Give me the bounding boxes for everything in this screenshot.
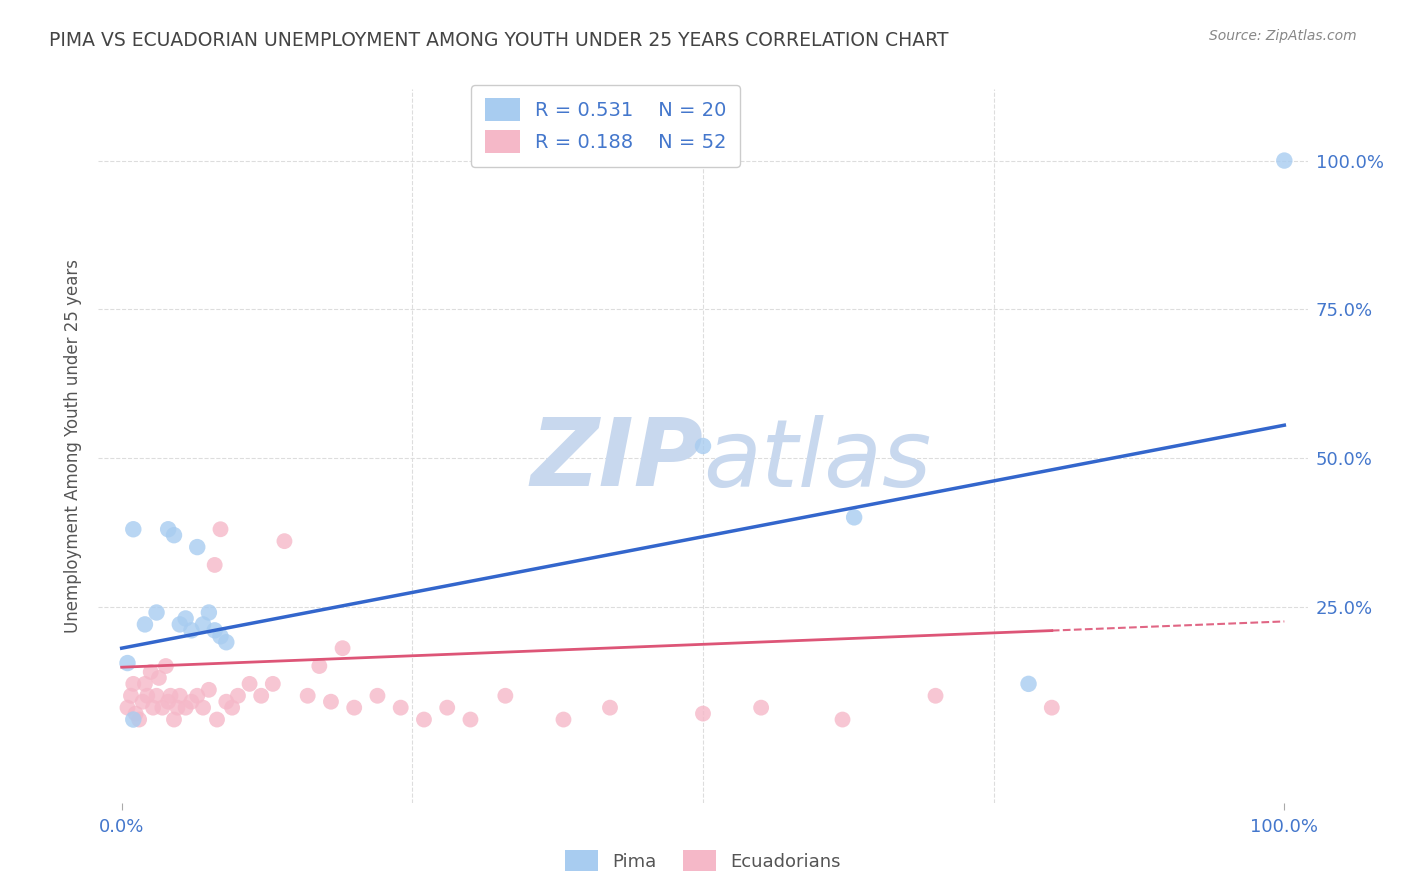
Point <box>124 706 146 721</box>
Point <box>139 665 162 679</box>
Point <box>150 700 173 714</box>
Point <box>205 713 228 727</box>
Point <box>389 700 412 714</box>
Point <box>120 689 142 703</box>
Point <box>273 534 295 549</box>
Point <box>215 695 238 709</box>
Point <box>159 689 181 703</box>
Point <box>117 656 139 670</box>
Point <box>692 706 714 721</box>
Point <box>157 522 180 536</box>
Point <box>844 510 866 524</box>
Point <box>136 689 159 703</box>
Point <box>191 700 214 714</box>
Legend: Pima, Ecuadorians: Pima, Ecuadorians <box>558 843 848 879</box>
Point <box>128 713 150 727</box>
Point <box>131 695 153 709</box>
Point <box>460 713 482 727</box>
Point <box>1040 700 1063 714</box>
Point <box>831 713 853 727</box>
Point <box>186 540 208 554</box>
Point <box>174 700 197 714</box>
Point <box>366 689 388 703</box>
Point <box>163 713 186 727</box>
Point <box>209 522 232 536</box>
Point <box>692 439 714 453</box>
Point <box>262 677 284 691</box>
Point <box>198 682 221 697</box>
Point <box>117 700 139 714</box>
Point <box>145 606 167 620</box>
Point <box>169 689 191 703</box>
Point <box>169 617 191 632</box>
Point <box>145 689 167 703</box>
Point <box>163 528 186 542</box>
Point <box>157 695 180 709</box>
Point <box>155 659 177 673</box>
Point <box>209 629 232 643</box>
Point <box>332 641 354 656</box>
Point <box>191 617 214 632</box>
Point <box>226 689 249 703</box>
Text: atlas: atlas <box>703 415 931 506</box>
Point <box>221 700 243 714</box>
Point <box>122 677 145 691</box>
Point <box>122 713 145 727</box>
Point <box>204 558 226 572</box>
Point <box>134 677 156 691</box>
Point <box>1018 677 1040 691</box>
Point <box>180 695 202 709</box>
Point <box>924 689 946 703</box>
Point <box>436 700 458 714</box>
Point <box>180 624 202 638</box>
Legend: R = 0.531    N = 20, R = 0.188    N = 52: R = 0.531 N = 20, R = 0.188 N = 52 <box>471 85 740 167</box>
Y-axis label: Unemployment Among Youth under 25 years: Unemployment Among Youth under 25 years <box>63 259 82 633</box>
Point <box>166 700 188 714</box>
Point <box>215 635 238 649</box>
Point <box>308 659 330 673</box>
Text: ZIP: ZIP <box>530 414 703 507</box>
Point <box>148 671 170 685</box>
Point <box>343 700 366 714</box>
Point <box>319 695 342 709</box>
Point <box>494 689 516 703</box>
Text: PIMA VS ECUADORIAN UNEMPLOYMENT AMONG YOUTH UNDER 25 YEARS CORRELATION CHART: PIMA VS ECUADORIAN UNEMPLOYMENT AMONG YO… <box>49 31 949 50</box>
Point <box>297 689 319 703</box>
Point <box>749 700 772 714</box>
Point <box>174 611 197 625</box>
Point <box>142 700 165 714</box>
Point <box>204 624 226 638</box>
Point <box>413 713 436 727</box>
Point <box>239 677 262 691</box>
Point <box>198 606 221 620</box>
Point <box>134 617 156 632</box>
Point <box>553 713 575 727</box>
Point <box>599 700 621 714</box>
Point <box>122 522 145 536</box>
Point <box>186 689 208 703</box>
Point <box>250 689 273 703</box>
Point <box>1272 153 1295 168</box>
Text: Source: ZipAtlas.com: Source: ZipAtlas.com <box>1209 29 1357 43</box>
